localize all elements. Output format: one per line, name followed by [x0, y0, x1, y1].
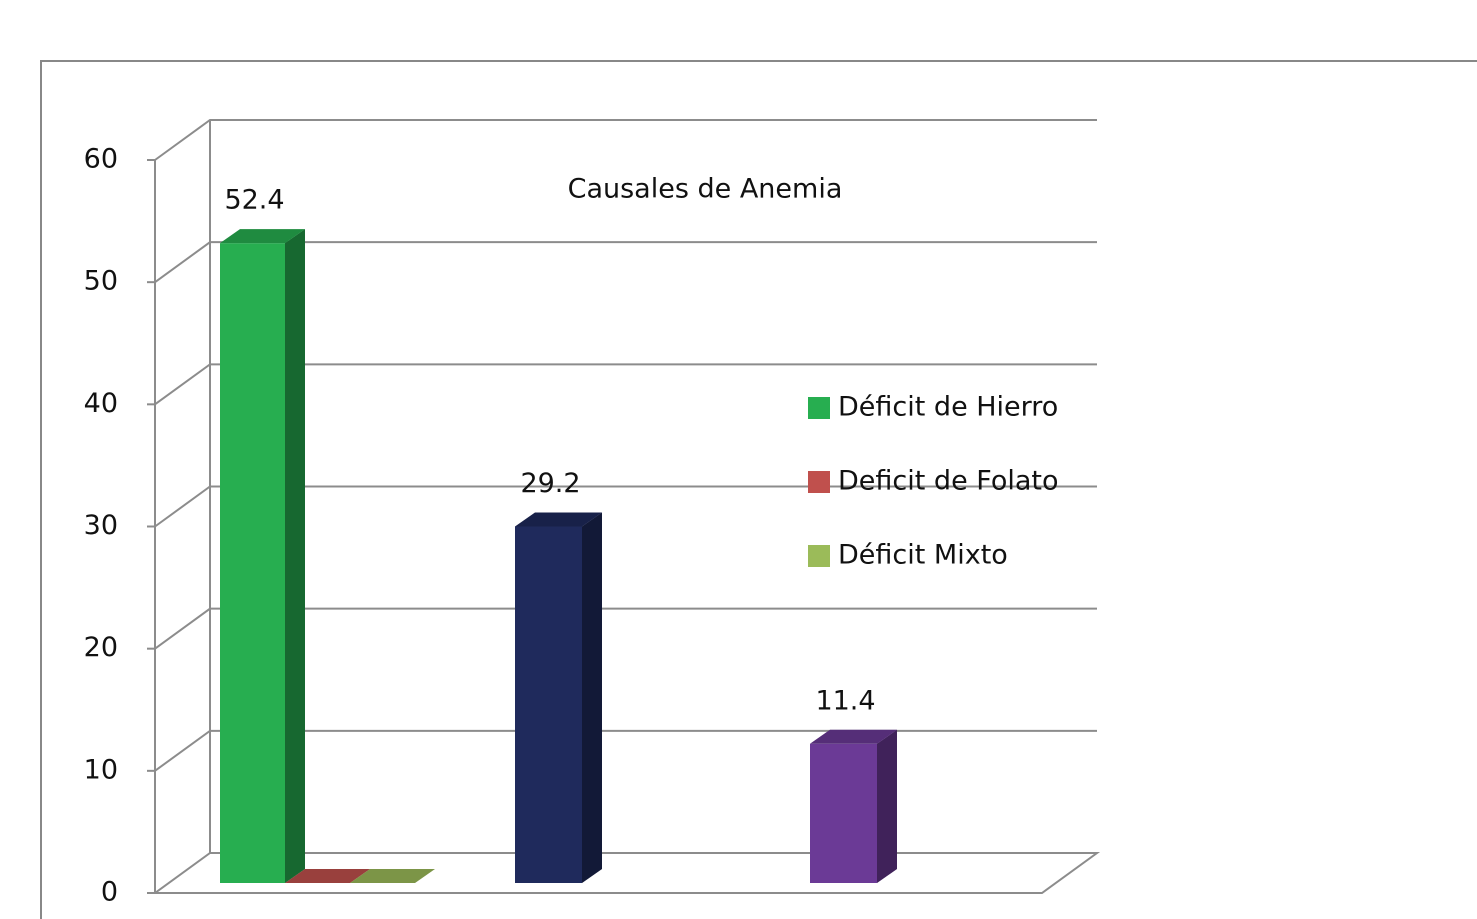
chart-title: Causales de Anemia: [568, 174, 843, 205]
data-label: 11.4: [815, 685, 875, 716]
bar-side: [582, 512, 602, 883]
y-tick-label: 60: [84, 144, 118, 175]
bar: [515, 526, 582, 883]
y-tick-label: 40: [84, 388, 118, 419]
bar: [810, 743, 877, 883]
bar: [220, 243, 285, 884]
bar-side-shade: [877, 729, 897, 883]
bar-side: [285, 229, 305, 884]
bar-top: [515, 512, 602, 527]
bar-side-shade: [285, 229, 305, 884]
legend-swatch: [808, 471, 830, 493]
bar-top-shade: [220, 229, 305, 244]
bar-top: [810, 729, 897, 744]
bar-side-shade: [582, 512, 602, 883]
legend-swatch: [808, 545, 830, 567]
bar-top-shade: [285, 869, 370, 883]
bar-top-shade: [810, 729, 897, 744]
bar-top: [220, 229, 305, 244]
legend-label: Déficit Mixto: [838, 540, 1008, 571]
y-tick-label: 50: [84, 266, 118, 297]
bar-top: [285, 869, 370, 883]
bar-top: [350, 869, 435, 883]
y-tick-label: 20: [84, 632, 118, 663]
legend-label: Déficit de Hierro: [838, 392, 1058, 423]
data-label: 52.4: [224, 185, 284, 216]
bar-side: [877, 729, 897, 883]
bar-top-shade: [350, 869, 435, 883]
y-tick-label: 10: [84, 754, 118, 785]
floor-line: [154, 852, 1101, 894]
legend-label: Deficit de Folato: [838, 466, 1059, 497]
bar-top-shade: [515, 512, 602, 527]
y-tick-label: 30: [84, 510, 118, 541]
legend-swatch: [808, 397, 830, 419]
data-label: 29.2: [520, 468, 580, 499]
y-tick-label: 0: [101, 877, 118, 908]
